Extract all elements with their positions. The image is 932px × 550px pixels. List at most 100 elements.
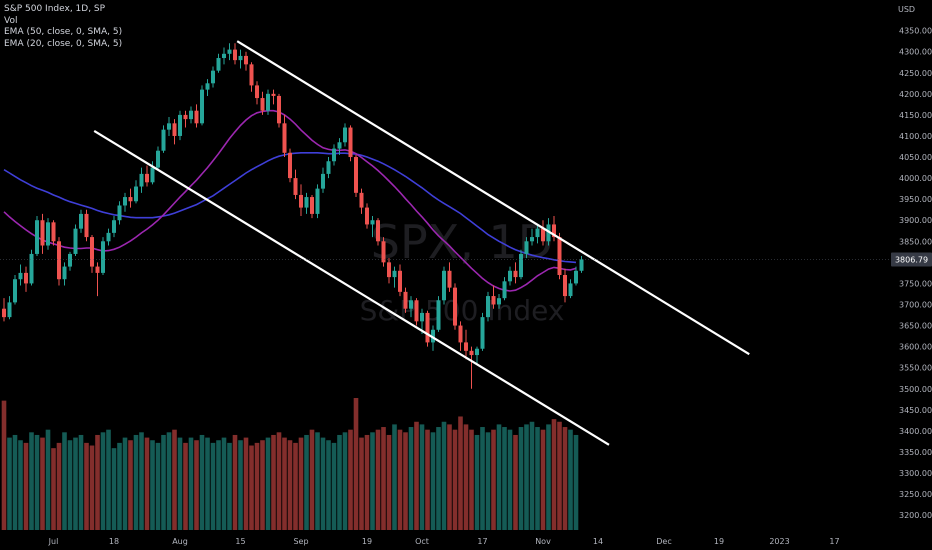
candle-body	[249, 64, 254, 86]
candle	[524, 237, 529, 259]
volume-bar	[370, 432, 375, 530]
volume-bar	[221, 437, 227, 530]
candle	[90, 234, 94, 273]
price-tick-label: 3700.00	[899, 300, 932, 309]
indicator-vol[interactable]: Vol	[4, 15, 18, 26]
candle	[337, 138, 342, 155]
candle-body	[464, 342, 468, 351]
candle-body	[552, 224, 556, 238]
candle	[13, 275, 17, 305]
candle-body	[579, 259, 584, 271]
trendlines[interactable]	[93, 40, 750, 446]
volume-bar	[320, 437, 326, 530]
volume-bar	[375, 429, 381, 530]
candle	[260, 91, 265, 115]
volume-bar	[348, 429, 353, 530]
candle-body	[150, 167, 155, 183]
candle	[392, 266, 397, 288]
volume-bar	[430, 432, 436, 530]
time-axis[interactable]: Jul 18 Aug 15 Sep 19 Oct 17 Nov 14 Dec 19 2023 17	[48, 537, 840, 546]
candle	[447, 262, 452, 292]
volume-bar	[408, 427, 414, 530]
candle-body	[337, 142, 342, 149]
volume-bar	[210, 442, 216, 530]
candle-body	[497, 298, 501, 305]
candle-body	[244, 55, 248, 65]
candle-body	[62, 266, 67, 280]
candle	[458, 321, 463, 351]
time-tick-label: 19	[714, 537, 724, 546]
candle-body	[90, 237, 94, 267]
candle	[359, 188, 364, 214]
volume-bar	[254, 442, 260, 530]
candle-body	[354, 157, 358, 193]
candle-body	[480, 317, 485, 349]
trendline[interactable]	[236, 40, 750, 356]
time-tick-label: Aug	[172, 537, 188, 546]
volume-bar	[243, 437, 249, 530]
volume-bar	[177, 437, 183, 530]
candle	[244, 51, 248, 71]
candle-body	[381, 241, 386, 263]
candle	[156, 146, 160, 170]
candle	[425, 310, 430, 347]
candle	[62, 262, 67, 286]
volume-bar	[507, 429, 513, 530]
candle	[343, 123, 347, 147]
symbol-line[interactable]: S&P 500 Index, 1D, SP	[4, 4, 106, 14]
candle-body	[315, 188, 320, 214]
candle-body	[508, 270, 512, 282]
price-tick-label: 3950.00	[899, 195, 932, 204]
volume-bar	[331, 442, 337, 530]
volume-bar	[7, 437, 12, 530]
volume-bar	[353, 398, 359, 530]
candle-body	[557, 237, 562, 275]
volume-bar	[414, 421, 419, 530]
candle-body	[266, 93, 270, 111]
candle-body	[183, 114, 188, 120]
candle-body	[222, 53, 226, 59]
price-tick-label: 4200.00	[899, 90, 932, 99]
candle	[464, 329, 468, 360]
candle	[106, 228, 111, 246]
volume-bar	[447, 424, 452, 530]
time-tick-label: 19	[362, 537, 372, 546]
volume-bar	[232, 434, 238, 530]
candle-body	[469, 350, 474, 356]
candle	[469, 346, 474, 389]
volume-bar	[474, 434, 480, 530]
candle	[387, 258, 391, 284]
volume-bar	[216, 440, 221, 530]
candle-body	[530, 237, 534, 242]
volume-bar	[546, 424, 551, 530]
trendline[interactable]	[93, 129, 610, 446]
indicator-ema20[interactable]: EMA (20, close, 0, SMA, 5)	[4, 38, 123, 49]
volume-bar	[29, 432, 34, 530]
volume-bar	[381, 427, 386, 530]
currency-label: USD	[898, 5, 915, 14]
volume-bar	[386, 434, 392, 530]
candle	[332, 144, 336, 166]
candle	[475, 346, 479, 364]
volume-bar	[45, 429, 51, 530]
candle-body	[502, 281, 507, 299]
candle-body	[491, 296, 496, 305]
volume-bar	[166, 432, 172, 530]
candle-body	[535, 228, 540, 238]
price-tick-label: 3750.00	[899, 279, 932, 288]
candle-body	[271, 93, 276, 96]
candle	[436, 296, 441, 332]
candle-body	[348, 127, 353, 158]
indicator-ema50[interactable]: EMA (50, close, 0, SMA, 5)	[4, 27, 123, 37]
volume-bar	[67, 440, 73, 530]
candle-body	[189, 110, 193, 120]
price-tick-label: 4000.00	[899, 174, 932, 183]
volume-bar	[62, 432, 67, 530]
price-tick-label: 3250.00	[899, 490, 932, 499]
candle	[211, 66, 215, 88]
volume-bar	[73, 437, 78, 530]
price-axis[interactable]: USD 4350.00 4300.00 4250.00 4200.00 4150.00 4…	[898, 5, 932, 520]
ema20-line	[3, 109, 577, 292]
price-tick-label: 4300.00	[899, 48, 932, 57]
